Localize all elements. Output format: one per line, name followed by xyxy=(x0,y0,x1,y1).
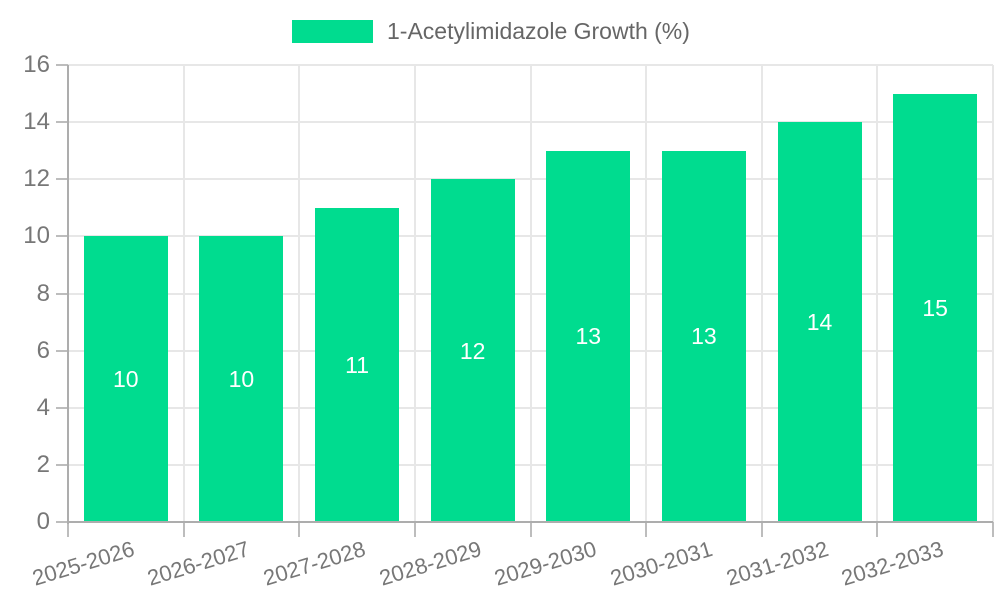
x-axis-tick xyxy=(760,522,763,537)
gridline-x xyxy=(876,65,879,522)
bar-value-label: 12 xyxy=(459,337,486,364)
x-axis-tick xyxy=(529,522,532,537)
bar-value-label: 10 xyxy=(113,366,139,393)
y-axis-tick xyxy=(56,64,68,66)
bar[interactable] xyxy=(777,122,862,522)
y-axis-tick xyxy=(56,292,68,295)
bar[interactable] xyxy=(83,236,168,522)
gridline-x xyxy=(182,65,185,522)
legend[interactable]: 1-Acetylimidazole Growth (%) xyxy=(292,20,690,43)
y-axis-tick xyxy=(56,349,68,352)
y-axis-label: 8 xyxy=(36,279,50,307)
bar[interactable] xyxy=(546,150,631,522)
gridline-x xyxy=(529,65,532,522)
x-axis-tick xyxy=(182,522,185,537)
x-axis-tick xyxy=(67,522,69,537)
gridline-x xyxy=(645,65,648,522)
y-axis-label: 14 xyxy=(23,108,50,136)
bar[interactable] xyxy=(893,93,978,522)
y-axis-label: 0 xyxy=(36,508,50,535)
bar-value-label: 13 xyxy=(575,323,602,350)
gridline-x xyxy=(413,65,416,522)
bar[interactable] xyxy=(661,150,746,522)
y-axis-tick xyxy=(56,121,68,124)
y-axis-label: 4 xyxy=(36,393,50,421)
y-axis-tick xyxy=(56,406,68,409)
y-axis-label: 16 xyxy=(23,51,50,78)
x-axis-line xyxy=(68,521,993,523)
y-axis-tick xyxy=(56,463,68,466)
bar-value-label: 15 xyxy=(922,294,948,321)
x-axis-tick xyxy=(992,522,994,537)
y-axis-tick xyxy=(56,235,68,238)
x-axis-tick xyxy=(413,522,416,537)
x-axis-tick xyxy=(298,522,301,537)
bar-value-label: 11 xyxy=(345,351,369,378)
bar[interactable] xyxy=(430,179,515,522)
bar-value-label: 13 xyxy=(691,323,717,350)
y-axis-tick xyxy=(56,521,68,523)
y-axis-label: 10 xyxy=(23,222,50,250)
bar-value-label: 10 xyxy=(228,366,255,393)
bar[interactable] xyxy=(315,207,400,522)
x-axis-tick xyxy=(645,522,648,537)
gridline-x xyxy=(992,65,994,522)
y-axis-tick xyxy=(56,178,68,181)
y-axis-label: 6 xyxy=(36,336,50,364)
gridline-x xyxy=(298,65,301,522)
x-axis-tick xyxy=(876,522,879,537)
bar-value-label: 14 xyxy=(806,309,833,336)
y-axis-label: 2 xyxy=(36,450,50,478)
y-axis-label: 12 xyxy=(23,165,50,193)
bar[interactable] xyxy=(199,236,284,522)
legend-label: 1-Acetylimidazole Growth (%) xyxy=(387,18,690,44)
legend-swatch-icon xyxy=(292,20,373,43)
gridline-x xyxy=(760,65,763,522)
y-axis-line xyxy=(67,65,69,524)
